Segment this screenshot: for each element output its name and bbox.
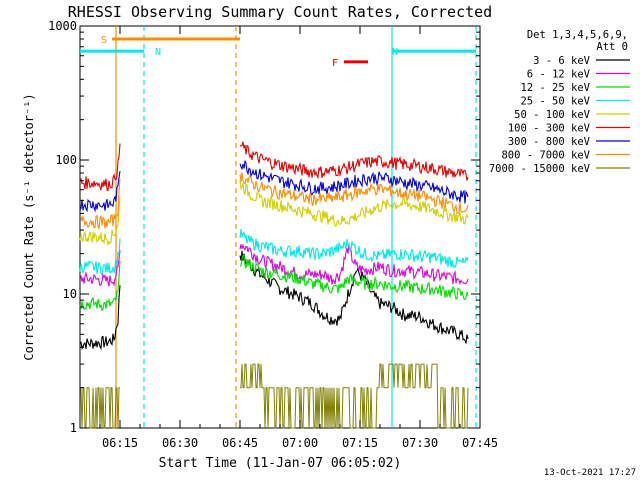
legend-label-9: 7000 - 15000 keV (489, 163, 591, 175)
legend-label-1: 3 - 6 keV (533, 55, 591, 67)
series-line-4-part-2 (239, 229, 469, 269)
flag-label-3: F (332, 58, 338, 69)
y-tick-label-2: 100 (55, 153, 77, 167)
legend-label-2: 6 - 12 keV (527, 69, 591, 81)
legend-label-7: 300 - 800 keV (508, 136, 591, 148)
series-line-4-part-1 (79, 238, 121, 276)
series-line-3-part-1 (79, 260, 121, 312)
legend-header-0: Det 1,3,4,5,6,9, (527, 29, 628, 41)
series-line-3-part-2 (239, 254, 469, 301)
series-line-5-part-1 (79, 196, 121, 246)
series-line-8-part-2 (239, 172, 469, 215)
plot-area: S N N F (79, 26, 477, 429)
legend-label-6: 100 - 300 keV (508, 123, 591, 135)
legend-label-5: 50 - 100 keV (514, 109, 591, 121)
series-line-6-part-2 (239, 141, 469, 181)
series-line-5-part-2 (239, 180, 469, 227)
legend-label-8: 800 - 7000 keV (501, 150, 590, 162)
series-line-7-part-2 (239, 160, 469, 204)
series-line-2-part-1 (79, 250, 121, 287)
legend-label-3: 12 - 25 keV (520, 82, 590, 94)
legend: Det 1,3,4,5,6,9,Att 0 3 - 6 keV 6 - 12 keV… (489, 29, 630, 175)
y-axis-label: Corrected Count Rate (s⁻¹ detector⁻¹) (22, 93, 36, 360)
axes: 06:15 06:30 06:45 07:00 07:15 07:30 07:45 1 10 10… (48, 19, 498, 450)
footer-timestamp: 13-Oct-2021 17:27 (544, 468, 636, 478)
series-line-9-part-1 (80, 387, 120, 429)
series-line-9-part-2 (240, 363, 469, 429)
series-line-7-part-1 (79, 170, 121, 213)
series-line-1-part-1 (79, 285, 121, 351)
x-tick-label-2: 06:45 (222, 436, 258, 450)
x-tick-label-1: 06:30 (162, 436, 198, 450)
x-tick-label-3: 07:00 (282, 436, 318, 450)
series-line-2-part-2 (239, 243, 469, 286)
x-axis-label: Start Time (11-Jan-07 06:05:02) (159, 456, 402, 471)
plot-frame (79, 25, 481, 429)
chart-title: RHESSI Observing Summary Count Rates, Co… (68, 3, 492, 21)
flag-label-1: N (155, 47, 161, 58)
x-tick-label-5: 07:30 (402, 436, 438, 450)
y-tick-label-1: 10 (63, 287, 77, 301)
legend-label-4: 25 - 50 keV (520, 96, 590, 108)
x-tick-label-6: 07:45 (462, 436, 498, 450)
flag-label-0: S (101, 35, 107, 46)
series-line-6-part-1 (79, 143, 121, 192)
y-tick-label-3: 1000 (48, 19, 77, 33)
series-line-8-part-1 (80, 178, 121, 231)
y-tick-label-0: 1 (70, 421, 77, 435)
legend-header-1: Att 0 (596, 41, 628, 53)
x-tick-label-4: 07:15 (342, 436, 378, 450)
x-tick-label-0: 06:15 (102, 436, 138, 450)
series-line-1-part-2 (239, 250, 469, 344)
flag-label-2: N (392, 47, 398, 58)
